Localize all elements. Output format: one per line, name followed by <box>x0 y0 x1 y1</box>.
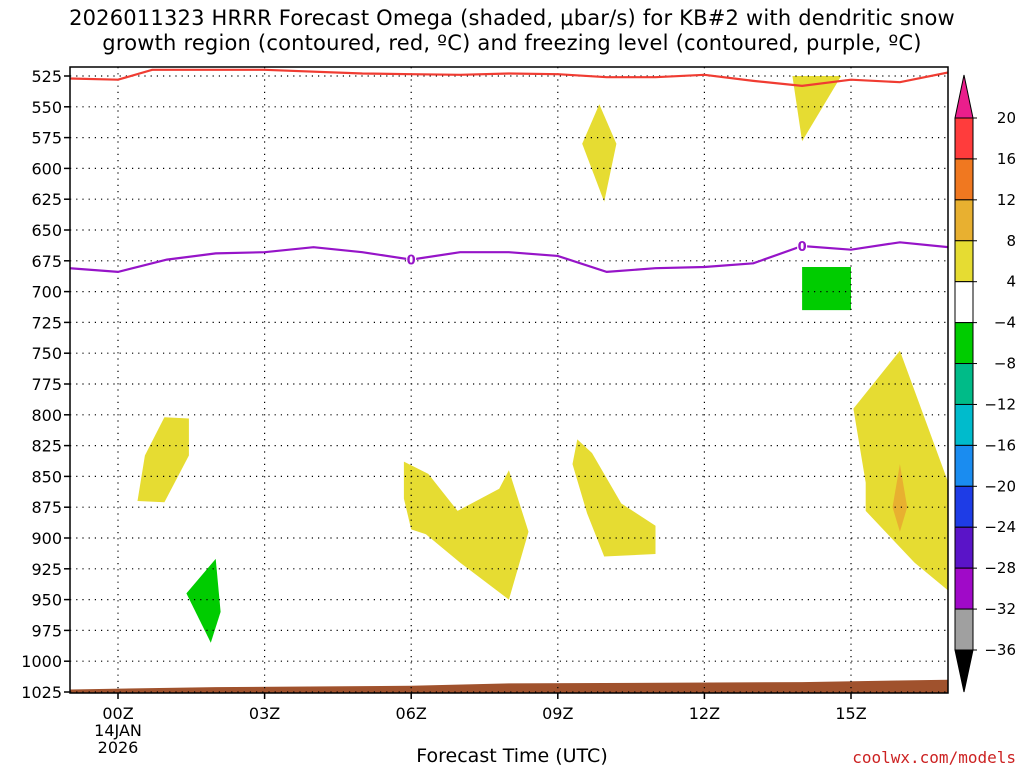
colorbar-swatch-5 <box>954 281 974 324</box>
omega-region-7 <box>892 464 908 532</box>
y-tick-label-600: 600 <box>31 159 62 178</box>
colorbar-swatch-8 <box>954 403 974 446</box>
y-tick-label-675: 675 <box>31 252 62 271</box>
y-tick-label-875: 875 <box>31 498 62 517</box>
omega-region-4 <box>403 461 529 600</box>
x-date-label: 14JAN <box>94 721 142 740</box>
y-tick-label-700: 700 <box>31 283 62 302</box>
freezing-level-label-2: 0 <box>798 240 807 255</box>
x-year-label: 2026 <box>98 738 139 757</box>
colorbar-swatch-11 <box>954 526 974 569</box>
chart-title: 2026011323 HRRR Forecast Omega (shaded, … <box>0 6 1024 56</box>
y-tick-label-575: 575 <box>31 129 62 148</box>
credit-link[interactable]: coolwx.com/models <box>852 748 1016 767</box>
y-tick-label-800: 800 <box>31 406 62 425</box>
colorbar-swatch-13 <box>954 608 974 651</box>
colorbar-swatch-4 <box>954 240 974 283</box>
colorbar-label-11: −28 <box>984 559 1016 577</box>
colorbar-swatch-7 <box>954 363 974 405</box>
colorbar-swatch-2 <box>954 158 974 201</box>
colorbar-swatch-10 <box>954 485 974 528</box>
title-line-1: 2026011323 HRRR Forecast Omega (shaded, … <box>69 6 955 30</box>
colorbar-label-10: −24 <box>984 518 1016 536</box>
colorbar-swatch-12 <box>954 567 974 610</box>
y-tick-label-625: 625 <box>31 190 62 209</box>
x-axis-label: Forecast Time (UTC) <box>416 745 608 767</box>
plot-frame <box>69 66 949 694</box>
colorbar-label-0: 20 <box>997 109 1016 127</box>
y-tick-label-525: 525 <box>31 67 62 86</box>
y-tick-label-825: 825 <box>31 437 62 456</box>
x-tick-label-15Z: 15Z <box>835 704 866 723</box>
y-tick-label-925: 925 <box>31 560 62 579</box>
x-tick-label-12Z: 12Z <box>689 704 720 723</box>
x-tick-label-03Z: 03Z <box>249 704 280 723</box>
y-tick-label-1025: 1025 <box>21 683 62 702</box>
omega-region-9 <box>802 267 851 311</box>
y-tick-label-750: 750 <box>31 344 62 363</box>
y-tick-label-850: 850 <box>31 467 62 486</box>
colorbar-swatch-1 <box>954 117 974 160</box>
colorbar-swatch-9 <box>954 444 974 487</box>
x-tick-label-00Z: 00Z <box>102 704 133 723</box>
y-tick-label-550: 550 <box>31 98 62 117</box>
title-line-2: growth region (contoured, red, ºC) and f… <box>102 31 922 55</box>
y-tick-label-975: 975 <box>31 621 62 640</box>
contour-label-bg <box>406 252 417 267</box>
colorbar-label-3: 8 <box>1006 232 1016 250</box>
colorbar-label-7: −12 <box>984 395 1016 413</box>
colorbar-bottom-triangle <box>954 649 974 693</box>
freezing-level-label-1: 0 <box>407 254 416 269</box>
y-tick-label-650: 650 <box>31 221 62 240</box>
y-tick-label-900: 900 <box>31 529 62 548</box>
colorbar-label-1: 16 <box>997 150 1016 168</box>
colorbar-swatch-6 <box>954 322 974 365</box>
colorbar-label-13: −36 <box>984 641 1016 659</box>
terrain-surface <box>70 679 948 693</box>
colorbar-label-12: −32 <box>984 600 1016 618</box>
y-tick-label-775: 775 <box>31 375 62 394</box>
colorbar-label-6: −8 <box>994 355 1016 373</box>
omega-region-2 <box>582 104 617 202</box>
x-tick-label-09Z: 09Z <box>542 704 573 723</box>
colorbar-label-4: 4 <box>1006 273 1016 291</box>
colorbar-swatch-3 <box>954 199 974 242</box>
colorbar-label-2: 12 <box>997 191 1016 209</box>
omega-region-8 <box>186 558 221 643</box>
colorbar-label-5: −4 <box>994 314 1016 332</box>
omega-region-3 <box>137 417 189 503</box>
y-tick-label-1000: 1000 <box>21 652 62 671</box>
y-tick-label-950: 950 <box>31 591 62 610</box>
x-tick-label-06Z: 06Z <box>396 704 427 723</box>
colorbar-label-8: −16 <box>984 436 1016 454</box>
colorbar-top-triangle <box>954 74 974 119</box>
contour-label-bg <box>797 239 808 254</box>
dendritic-growth-region-contour <box>70 68 948 88</box>
omega-region-6 <box>853 350 948 591</box>
y-tick-label-725: 725 <box>31 313 62 332</box>
omega-region-5 <box>572 439 656 557</box>
colorbar-label-9: −20 <box>984 477 1016 495</box>
omega-region-1 <box>792 76 842 142</box>
